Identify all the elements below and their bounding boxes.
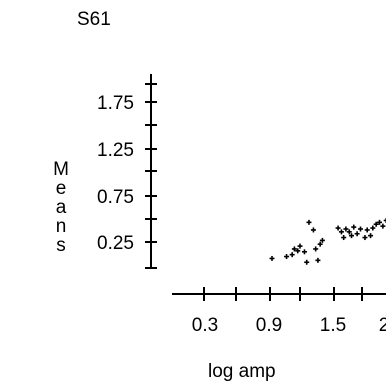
x-tick-label: 2 xyxy=(379,315,386,336)
data-points xyxy=(269,217,386,265)
data-point xyxy=(364,227,370,233)
data-point xyxy=(306,219,312,225)
chart-title: S61 xyxy=(77,9,111,30)
x-tick-group: 0.3 0.9 1.5 2 xyxy=(192,287,386,336)
y-tick-label: 0.75 xyxy=(97,187,134,208)
x-axis-label: log amp xyxy=(208,361,276,382)
data-point xyxy=(383,217,386,223)
y-tick-label: 1.75 xyxy=(97,93,134,114)
y-tick-group: 1.75 1.25 0.75 0.25 xyxy=(97,83,157,269)
data-point xyxy=(295,248,301,254)
data-point xyxy=(313,246,319,252)
data-point xyxy=(304,259,310,265)
data-point xyxy=(338,229,344,235)
data-point xyxy=(289,252,295,258)
data-point xyxy=(284,254,290,260)
y-tick-label: 0.25 xyxy=(97,233,134,254)
data-point xyxy=(335,225,341,231)
y-axis-label-letter: s xyxy=(56,235,66,256)
data-point xyxy=(343,226,349,232)
data-point xyxy=(380,223,386,229)
data-point xyxy=(310,227,316,233)
data-point xyxy=(357,226,363,232)
y-axis-label-letter: M xyxy=(53,159,69,180)
data-point xyxy=(317,241,323,247)
y-axis-label-letter: e xyxy=(56,178,67,199)
y-axis-label-letter: n xyxy=(56,216,67,237)
data-point xyxy=(368,233,374,239)
data-point xyxy=(377,219,383,225)
data-point xyxy=(269,255,275,261)
data-point xyxy=(291,246,297,252)
data-point xyxy=(354,231,360,237)
y-tick-label: 1.25 xyxy=(97,140,134,161)
data-point xyxy=(315,257,321,263)
data-point xyxy=(370,225,376,231)
y-axis-label-letter: a xyxy=(56,197,67,218)
data-point xyxy=(319,237,325,243)
data-point xyxy=(346,229,352,235)
data-point xyxy=(341,235,347,241)
data-point xyxy=(349,233,355,239)
x-tick-label: 1.5 xyxy=(320,315,346,336)
x-tick-label: 0.3 xyxy=(192,315,218,336)
data-point xyxy=(362,235,368,241)
data-point xyxy=(373,221,379,227)
data-point xyxy=(351,224,357,230)
data-point xyxy=(297,243,303,249)
data-point xyxy=(301,249,307,255)
x-tick-label: 0.9 xyxy=(256,315,282,336)
